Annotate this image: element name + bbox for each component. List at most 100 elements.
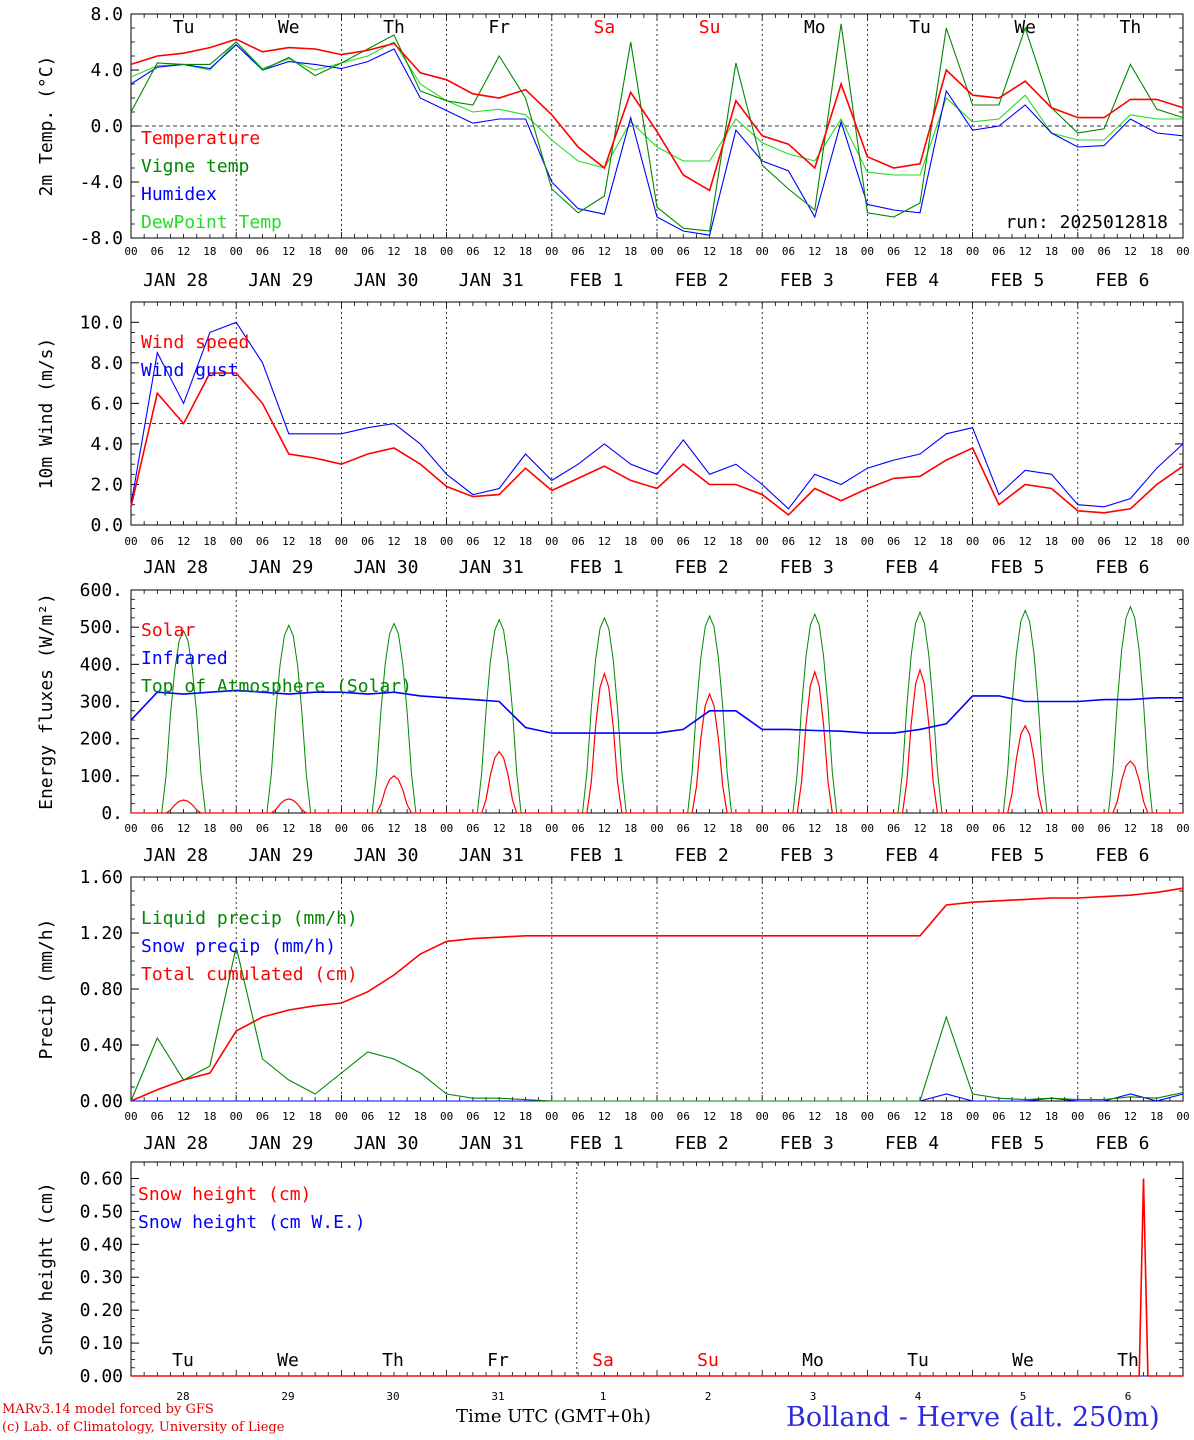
y-tick-label: 0.20 [80,1300,123,1321]
series-line [130,41,1183,176]
date-label: JAN 31 [459,557,524,578]
y-tick-label: 0.40 [80,1035,123,1056]
day-number-label: 4 [915,1390,922,1403]
hour-tick-label: 06 [1097,535,1110,548]
hour-tick-label: 06 [571,1110,584,1123]
hour-tick-label: 18 [308,535,321,548]
hour-tick-label: 12 [703,535,716,548]
hour-tick-label: 06 [992,1110,1005,1123]
date-label: FEB 2 [675,845,729,866]
hour-tick-label: 12 [1124,822,1137,835]
hour-tick-label: 06 [151,245,164,258]
weekday-label: Fr [488,17,510,38]
weekday-label: Mo [804,17,826,38]
hour-tick-label: 12 [1019,822,1032,835]
hour-tick-label: 00 [440,245,453,258]
hour-tick-label: 18 [834,535,847,548]
y-tick-label: -8.0 [80,228,123,249]
legend-entry: Snow height (cm W.E.) [138,1212,366,1233]
hour-tick-label: 00 [650,822,663,835]
legend-entry: Temperature [141,128,260,149]
weekday-label: Sa [592,1350,614,1371]
hour-tick-label: 18 [729,245,742,258]
series-line-infrared [130,689,1183,734]
y-axis-label: 2m Temp. (°C) [36,56,57,197]
hour-tick-label: 06 [782,245,795,258]
date-label: FEB 4 [885,1133,939,1154]
hour-tick-label: 18 [308,245,321,258]
hour-tick-label: 12 [808,822,821,835]
date-label: FEB 4 [885,270,939,291]
date-label: JAN 30 [353,270,418,291]
y-tick-label: 500. [80,617,123,638]
hour-tick-label: 06 [677,1110,690,1123]
legend-entry: Top of Atmosphere (Solar) [141,676,412,697]
date-label: JAN 29 [248,1133,313,1154]
hour-tick-label: 18 [308,822,321,835]
hour-tick-label: 00 [966,245,979,258]
series-line [130,321,1184,510]
hour-tick-label: 18 [203,822,216,835]
date-label: FEB 4 [885,557,939,578]
hour-tick-label: 12 [387,822,400,835]
y-tick-label: 0.60 [80,1168,123,1189]
date-label: FEB 3 [780,557,834,578]
hour-tick-label: 00 [1176,245,1189,258]
hour-tick-label: 00 [756,245,769,258]
legend-entry: Infrared [141,648,228,669]
hour-tick-label: 00 [545,245,558,258]
hour-tick-label: 18 [1150,245,1163,258]
hour-tick-label: 12 [177,245,190,258]
hour-tick-label: 18 [834,822,847,835]
date-label: FEB 3 [780,270,834,291]
date-label: JAN 29 [248,557,313,578]
model-credit: MARv3.14 model forced by GFS [2,1402,214,1417]
hour-tick-label: 06 [361,822,374,835]
hour-tick-label: 00 [335,822,348,835]
y-tick-label: 0.40 [80,1234,123,1255]
weekday-label: Tu [172,1350,194,1371]
hour-tick-label: 18 [624,1110,637,1123]
hour-tick-label: 18 [1045,822,1058,835]
legend-entry: Solar [141,620,195,641]
hour-tick-label: 00 [1176,1110,1189,1123]
date-label: FEB 2 [675,270,729,291]
date-label: JAN 28 [143,1133,208,1154]
hour-tick-label: 00 [124,245,137,258]
y-tick-label: 0. [101,803,123,824]
hour-tick-label: 12 [913,535,926,548]
weekday-label: Th [383,17,405,38]
date-label: JAN 29 [248,845,313,866]
hour-tick-label: 00 [861,245,874,258]
hour-tick-label: 06 [256,822,269,835]
hour-tick-label: 18 [1150,1110,1163,1123]
hour-tick-label: 00 [1071,1110,1084,1123]
hour-tick-label: 00 [861,535,874,548]
series-line [131,1178,1183,1377]
date-label: FEB 4 [885,845,939,866]
hour-tick-label: 18 [519,822,532,835]
run-annotation: run: 2025012818 [1005,212,1168,233]
hour-tick-label: 18 [940,1110,953,1123]
hour-tick-label: 06 [361,245,374,258]
y-tick-label: 4.0 [90,434,123,455]
hour-tick-label: 00 [440,535,453,548]
hour-tick-label: 12 [1019,535,1032,548]
hour-tick-label: 06 [992,245,1005,258]
hour-tick-label: 12 [282,1110,295,1123]
hour-tick-label: 00 [1071,535,1084,548]
legend-entry: Snow height (cm) [138,1184,311,1205]
day-number-label: 29 [281,1390,294,1403]
hour-tick-label: 06 [151,535,164,548]
legend-entry: DewPoint Temp [141,212,282,233]
hour-tick-label: 12 [913,822,926,835]
hour-tick-label: 06 [466,535,479,548]
hour-tick-label: 18 [624,535,637,548]
hour-tick-label: 00 [230,822,243,835]
hour-tick-label: 06 [361,1110,374,1123]
hour-tick-label: 06 [1097,822,1110,835]
hour-tick-label: 00 [966,1110,979,1123]
day-number-label: 30 [386,1390,399,1403]
hour-tick-label: 06 [677,535,690,548]
